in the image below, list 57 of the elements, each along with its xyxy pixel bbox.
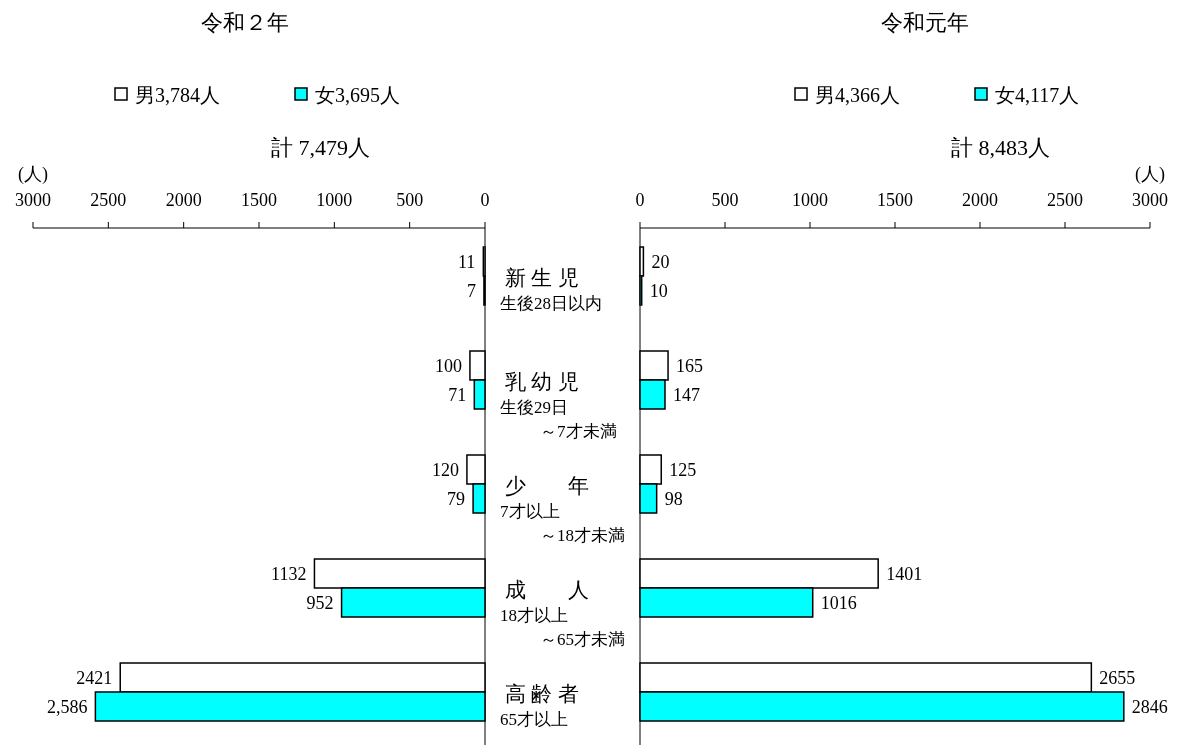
legend-label: 女4,117人 [995,84,1080,106]
text: 7才以上 [500,502,560,521]
text: 65才以上 [500,710,568,729]
data-label: 952 [306,592,334,613]
x-tick-label: 0 [635,190,645,210]
text: 計 7,479人 [271,135,370,160]
legend-label: 女3,695人 [315,84,400,106]
data-label: 7 [466,280,476,301]
data-label: 2,586 [46,696,88,717]
data-label: 10 [649,280,668,301]
y-tick-label: 新 生 児 [505,266,579,290]
x-axis-title: (人) [18,164,48,185]
data-label: 2655 [1099,667,1136,688]
text: 計 8,483人 [951,135,1050,160]
chart-title: 令和２年 [201,10,289,35]
data-label: 100 [434,355,462,376]
legend-label: 男4,366人 [815,84,900,106]
text: ～18才未満 [540,526,625,545]
data-label: 20 [651,251,670,272]
x-tick-label: 2500 [1047,190,1083,210]
text: 生後29日 [500,398,568,417]
x-tick-label: 1000 [792,190,828,210]
data-label: 2846 [1131,696,1168,717]
data-label: 1401 [886,563,923,584]
x-tick-label: 3000 [1132,190,1168,210]
x-tick-label: 1500 [877,190,913,210]
x-tick-label: 2000 [962,190,998,210]
x-tick-label: 500 [396,190,424,210]
y-tick-label: 高 齢 者 [505,682,579,706]
data-label: 11 [458,251,476,272]
data-label: 147 [672,384,700,405]
x-tick-label: 2500 [90,190,127,210]
text: ～7才未満 [540,422,617,441]
data-label: 71 [448,384,467,405]
x-tick-label: 3000 [15,190,51,210]
text: ～65才未満 [540,630,625,649]
y-tick-label: 成 人 [505,578,589,602]
data-label: 98 [664,488,683,509]
x-axis-title: (人) [1135,164,1165,185]
x-tick-label: 1500 [241,190,277,210]
x-tick-label: 0 [480,190,490,210]
y-tick-label: 乳 幼 児 [505,370,579,394]
text: 生後28日以内 [500,294,602,313]
x-tick-label: 1000 [316,190,353,210]
data-label: 2421 [76,667,113,688]
data-label: 1016 [820,592,857,613]
data-label: 120 [431,459,459,480]
chart-title: 令和元年 [881,10,969,35]
data-label: 165 [676,355,704,376]
y-tick-label: 少 年 [505,474,589,498]
x-tick-label: 500 [711,190,739,210]
data-label: 79 [447,488,466,509]
text: 18才以上 [500,606,568,625]
data-label: 1132 [271,563,307,584]
data-label: 125 [669,459,697,480]
x-tick-label: 2000 [165,190,202,210]
legend-label: 男3,784人 [135,84,220,106]
